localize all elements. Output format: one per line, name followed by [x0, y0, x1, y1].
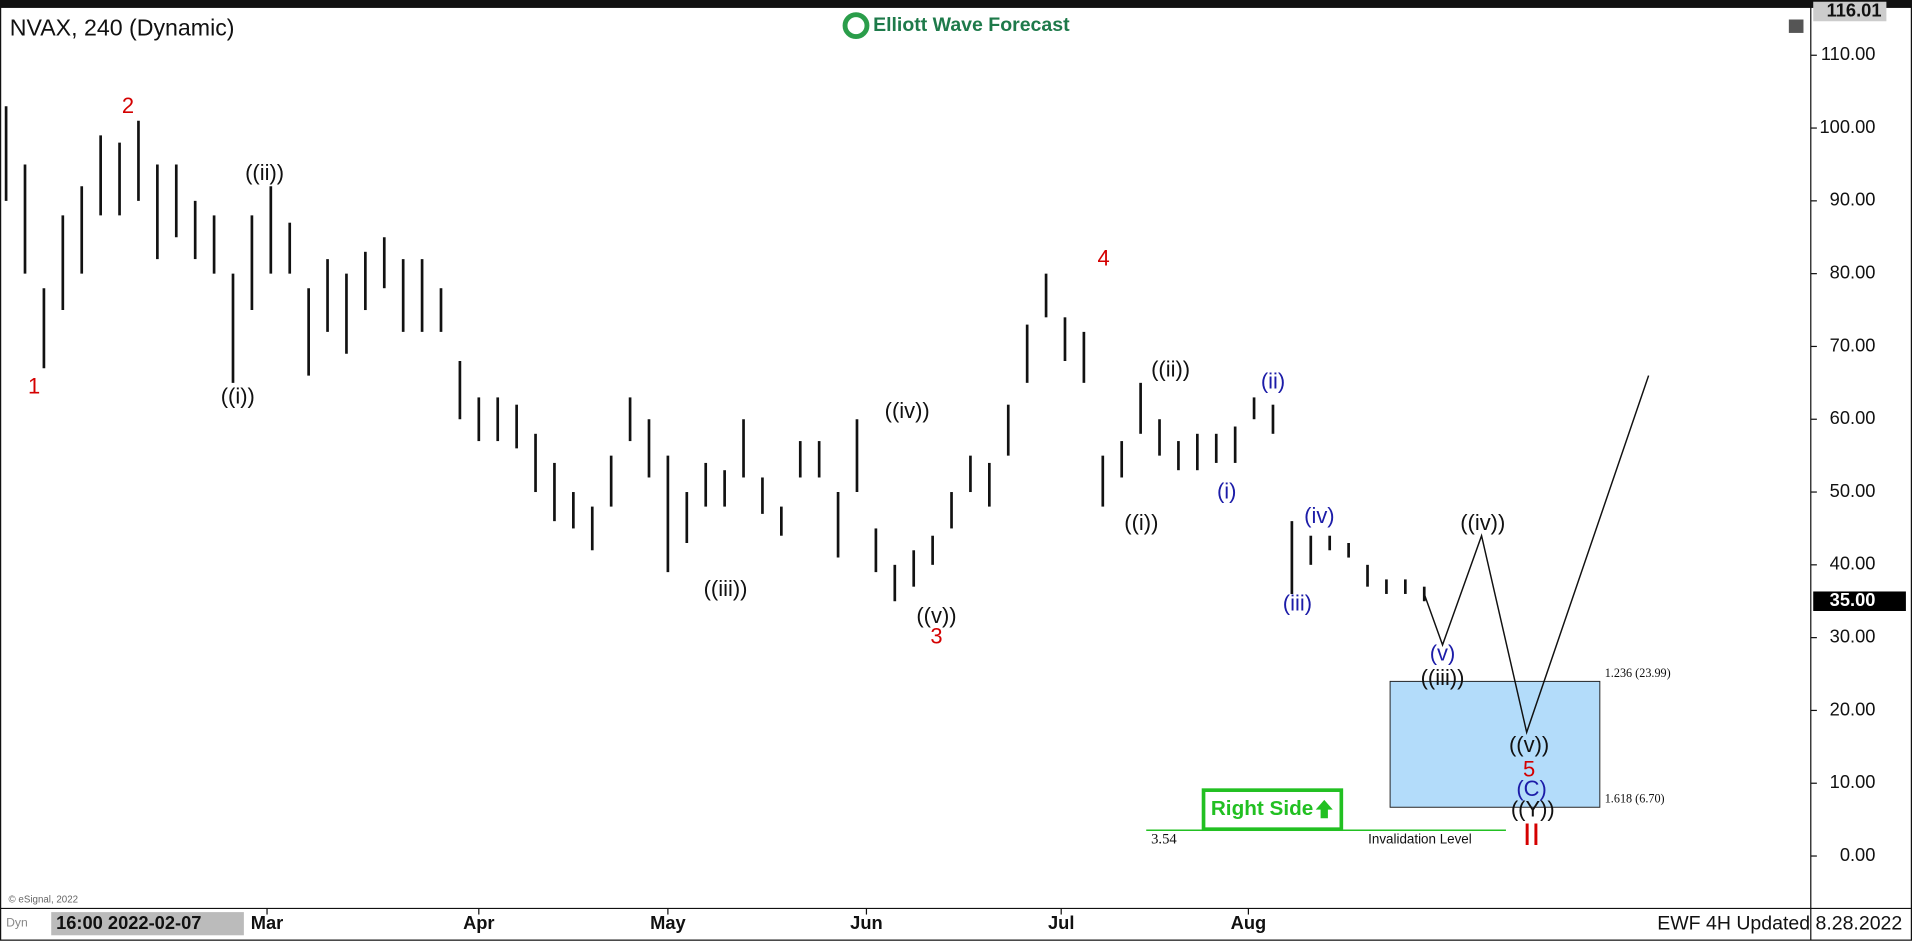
top-price-box	[1813, 1, 1887, 22]
wave-label: ((i))	[221, 383, 255, 408]
wave-label: ((iii))	[1421, 665, 1465, 690]
wave-label: 3	[930, 624, 942, 649]
wave-label: ((ii))	[1151, 356, 1190, 381]
wave-label: II	[1523, 816, 1541, 852]
badge: Right Side	[1211, 797, 1313, 820]
x-tick-label: May	[650, 912, 686, 933]
wave-label: 1	[28, 374, 40, 399]
wave-label: ((i))	[1124, 510, 1158, 535]
y-tick-label: 0.00	[1840, 844, 1876, 865]
y-tick-label: 80.00	[1830, 261, 1876, 282]
wave-label: (v)	[1430, 641, 1456, 666]
wave-label: ((v))	[916, 603, 956, 628]
wave-label: ((iii))	[704, 576, 748, 601]
wave-label: (iii)	[1283, 591, 1312, 616]
copyright: © eSignal, 2022	[9, 894, 79, 905]
brand: Elliott Wave Forecast	[873, 14, 1070, 36]
projection-line	[1423, 375, 1650, 735]
y-tick-label: 10.00	[1830, 771, 1876, 792]
wave-label: ((iv))	[1460, 510, 1505, 535]
zone-bottom-label: 1.618 (6.70)	[1605, 792, 1665, 806]
wave-label: (ii)	[1261, 369, 1285, 394]
y-tick-label: 70.00	[1830, 334, 1876, 355]
y-tick-label: 110.00	[1821, 43, 1876, 64]
wave-label: (i)	[1217, 478, 1237, 503]
wave-label: (C)	[1516, 776, 1546, 801]
badge-arrow	[1315, 799, 1333, 819]
target-zone	[1389, 680, 1601, 808]
last-price-box	[1813, 591, 1906, 611]
wave-label: (iv)	[1304, 503, 1334, 528]
last-price-label: 35.00	[1830, 589, 1876, 610]
y-tick-label: 60.00	[1830, 407, 1876, 428]
y-tick-label: 90.00	[1830, 189, 1876, 210]
wave-label: 2	[122, 93, 134, 118]
wave-label: 5	[1523, 756, 1535, 781]
brand-logo	[842, 12, 870, 40]
x-tick-label: Mar	[251, 912, 284, 933]
y-tick-label: 20.00	[1830, 698, 1876, 719]
wave-label: ((Y))	[1511, 797, 1555, 822]
zone-top-label: 1.236 (23.99)	[1605, 666, 1671, 680]
wave-label: ((v))	[1509, 732, 1549, 757]
cursor-label: 16:00 2022-02-07	[56, 912, 201, 933]
mode: Dyn	[6, 915, 28, 929]
x-tick-label: Jul	[1048, 912, 1074, 933]
top-border	[0, 0, 1912, 8]
footer: EWF 4H Updated 8.28.2022	[1657, 912, 1902, 934]
y-tick-label: 50.00	[1830, 480, 1876, 501]
y-tick-label: 100.00	[1819, 116, 1875, 137]
chart-title: NVAX, 240 (Dynamic)	[10, 14, 235, 40]
x-tick-label: Apr	[463, 912, 494, 933]
invalidation-text: Invalidation Level	[1368, 832, 1472, 847]
top-price-label: 116.01	[1827, 0, 1882, 20]
cursor-box	[51, 912, 244, 936]
y-tick-label: 30.00	[1830, 625, 1876, 646]
icon	[1788, 19, 1804, 33]
x-tick-label: Jun	[850, 912, 883, 933]
y-tick-label: 40.00	[1830, 553, 1876, 574]
x-tick-label: Aug	[1231, 912, 1267, 933]
wave-label: 4	[1097, 246, 1109, 271]
wave-label: ((ii))	[245, 160, 284, 185]
frame	[0, 6, 1912, 941]
invalidation-value: 3.54	[1151, 831, 1177, 847]
wave-label: ((iv))	[885, 398, 930, 423]
